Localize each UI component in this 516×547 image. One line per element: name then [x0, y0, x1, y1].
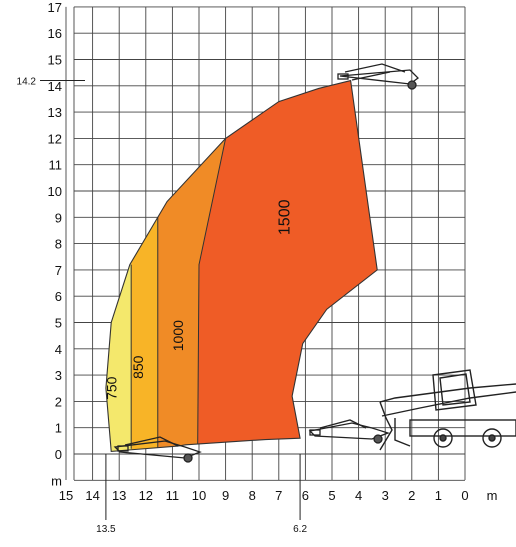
y-tick-label: 17: [48, 0, 62, 15]
x-tick-label: 12: [139, 488, 153, 503]
zone-1500: [197, 80, 378, 452]
x-tick-label: 10: [192, 488, 206, 503]
y-tick-label: 2: [55, 394, 62, 409]
x-tick-label: 13: [112, 488, 126, 503]
y-tick-label: 11: [49, 158, 63, 173]
y-tick-label: 3: [55, 368, 62, 383]
x-tick-label: 15: [59, 488, 73, 503]
x-tick-label: 7: [275, 488, 282, 503]
load-zones: [105, 79, 378, 452]
zone-label-850: 850: [130, 355, 146, 379]
x-tick-label: 2: [408, 488, 415, 503]
y-tick-label: 5: [55, 316, 62, 331]
x-tick-label: 4: [355, 488, 362, 503]
boom-illustrations: [113, 63, 516, 463]
annotation-label: 6.2: [293, 524, 307, 535]
y-tick-label: 15: [48, 53, 62, 68]
zone-label-750: 750: [104, 376, 120, 400]
x-tick-label: 5: [328, 488, 335, 503]
y-tick-label: 12: [48, 131, 62, 146]
y-tick-label: 7: [55, 263, 62, 278]
y-tick-label: 0: [55, 447, 62, 462]
annotation-label: 13.5: [96, 524, 116, 535]
x-tick-label: 14: [85, 488, 99, 503]
y-tick-label: 10: [48, 184, 62, 199]
x-tick-label: 0: [461, 488, 468, 503]
zone-label-1500: 1500: [276, 199, 293, 235]
telehandler-machine-icon: [379, 369, 516, 451]
x-tick-label: 11: [166, 488, 180, 503]
boom-top-icon: [337, 63, 419, 90]
y-tick-label: 6: [55, 289, 62, 304]
y-axis-unit: m: [51, 473, 62, 488]
zone-850: [131, 80, 158, 452]
boom-low-close-icon: [308, 419, 391, 444]
x-axis-unit: m: [487, 488, 498, 503]
y-tick-label: 4: [55, 342, 62, 357]
x-tick-label: 8: [249, 488, 256, 503]
x-tick-label: 3: [382, 488, 389, 503]
y-tick-label: 14: [48, 79, 62, 94]
zone-label-1000: 1000: [170, 320, 186, 351]
x-tick-label: 6: [302, 488, 309, 503]
y-tick-label: 16: [48, 26, 62, 41]
x-tick-label: 9: [222, 488, 229, 503]
y-tick-label: 13: [48, 105, 62, 120]
y-tick-label: 8: [55, 237, 62, 252]
x-tick-label: 1: [435, 488, 442, 503]
boom-low-reach-icon: [113, 436, 202, 463]
y-tick-label: 9: [55, 210, 62, 225]
annotation-label: 14.2: [17, 77, 37, 88]
boundary-1500: [197, 138, 227, 447]
y-tick-label: 1: [55, 421, 62, 436]
zone-750: [105, 80, 132, 452]
